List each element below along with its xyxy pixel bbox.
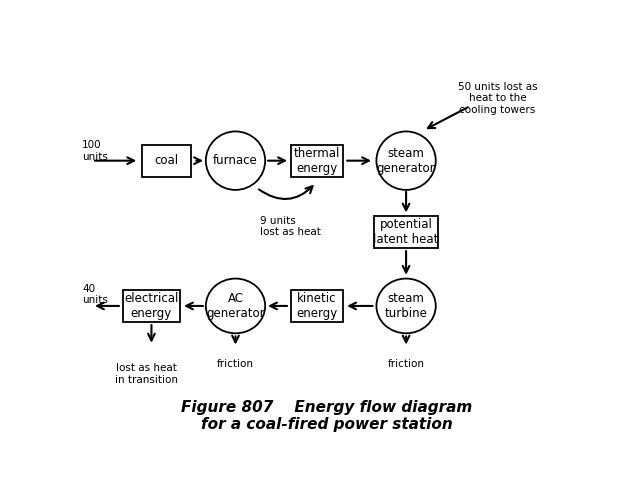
Text: steam
generator: steam generator [377, 147, 435, 174]
Ellipse shape [376, 131, 436, 190]
Text: electrical
energy: electrical energy [124, 292, 179, 320]
FancyBboxPatch shape [142, 145, 191, 177]
Text: friction: friction [217, 359, 254, 369]
Ellipse shape [376, 279, 436, 333]
Text: 50 units lost as
heat to the
cooling towers: 50 units lost as heat to the cooling tow… [457, 82, 537, 115]
Text: kinetic
energy: kinetic energy [297, 292, 338, 320]
FancyBboxPatch shape [123, 290, 180, 322]
Text: coal: coal [154, 154, 179, 167]
FancyArrowPatch shape [259, 186, 313, 199]
Text: 40
units: 40 units [82, 284, 108, 305]
Text: thermal
energy: thermal energy [294, 147, 340, 174]
Ellipse shape [206, 131, 265, 190]
FancyBboxPatch shape [291, 290, 343, 322]
Text: Figure 807    Energy flow diagram: Figure 807 Energy flow diagram [181, 400, 473, 416]
Ellipse shape [206, 279, 265, 333]
FancyBboxPatch shape [374, 216, 438, 248]
Text: potential
latent heat: potential latent heat [373, 219, 439, 246]
Text: 100
units: 100 units [82, 141, 108, 162]
Text: lost as heat
in transition: lost as heat in transition [115, 363, 178, 385]
Text: for a coal-fired power station: for a coal-fired power station [201, 417, 453, 432]
Text: AC
generator: AC generator [206, 292, 265, 320]
FancyBboxPatch shape [291, 145, 343, 177]
Text: furnace: furnace [213, 154, 258, 167]
Text: steam
turbine: steam turbine [385, 292, 427, 320]
Text: 9 units
lost as heat: 9 units lost as heat [260, 216, 321, 238]
Text: friction: friction [388, 359, 424, 369]
